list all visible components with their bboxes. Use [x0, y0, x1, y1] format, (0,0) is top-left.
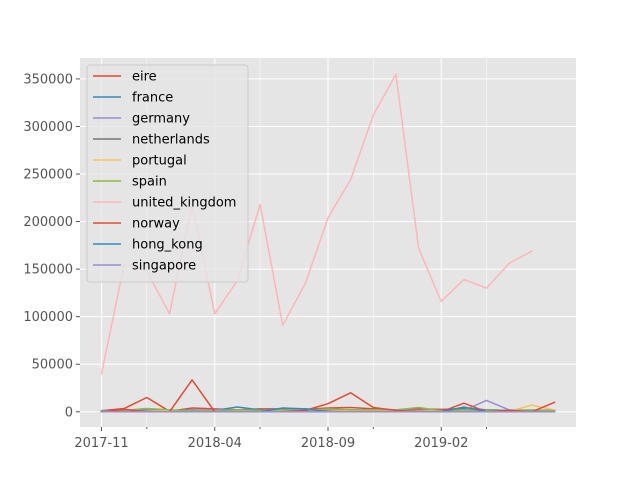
y-tick-label: 200000 — [23, 215, 73, 230]
y-tick-label: 150000 — [23, 263, 73, 278]
x-tick-label: 2018-09 — [301, 436, 355, 451]
x-tick-label: 2019-02 — [414, 436, 468, 451]
x-tick-label: 2018-04 — [188, 436, 242, 451]
legend-label-norway: norway — [132, 217, 180, 232]
x-tick-label: 2017-11 — [74, 436, 128, 451]
axis-ticks: 0 50000 100000 150000 200000 250000 300000 3500… — [23, 72, 488, 451]
y-tick-label: 350000 — [23, 72, 73, 87]
series-lines — [100, 73, 556, 413]
legend-label-spain: spain — [132, 175, 167, 190]
legend-label-eire: eire — [132, 70, 157, 85]
legend-label-united-kingdom: united_kingdom — [132, 196, 236, 211]
legend-box — [86, 64, 249, 283]
legend-label-netherlands: netherlands — [132, 133, 210, 148]
y-tick-label: 300000 — [23, 120, 73, 135]
legend-label-france: france — [132, 91, 173, 106]
legend-label-singapore: singapore — [132, 259, 196, 274]
legend-label-hong-kong: hong_kong — [132, 238, 203, 253]
series-line-norway — [100, 379, 556, 413]
y-tick-label: 0 — [65, 405, 73, 420]
legend-label-portugal: portugal — [132, 154, 187, 169]
y-tick-label: 250000 — [23, 168, 73, 183]
series-line-united-kingdom — [100, 73, 533, 375]
y-tick-label: 100000 — [23, 310, 73, 325]
y-tick-label: 50000 — [32, 358, 73, 373]
legend: eire france germany netherlands portugal spai… — [86, 64, 249, 283]
legend-label-germany: germany — [132, 112, 190, 127]
